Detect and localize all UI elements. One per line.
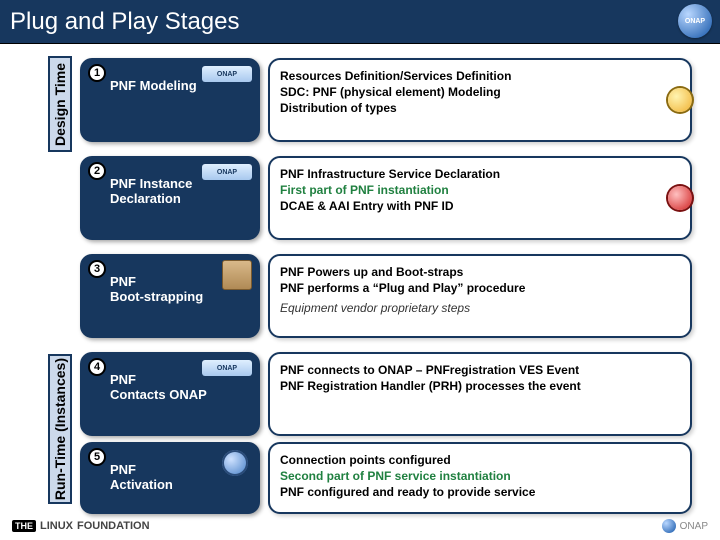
- title-bar: Plug and Play Stages ONAP: [0, 0, 720, 44]
- stage-number: 4: [88, 358, 106, 376]
- stage-desc-4: PNF connects to ONAP – PNFregistration V…: [268, 352, 692, 436]
- main-content: Design Time Run-Time (Instances) 1 ONAP …: [0, 44, 720, 512]
- status-red-icon: [668, 186, 692, 210]
- footer-left-logo: THE LINUX FOUNDATION: [12, 520, 150, 532]
- onap-mini-logo-icon: ONAP: [202, 360, 252, 376]
- footer: THE LINUX FOUNDATION ONAP: [0, 512, 720, 540]
- stage-desc-2: PNF Infrastructure Service Declaration F…: [268, 156, 692, 240]
- gear-icon: [222, 450, 248, 476]
- onap-mini-logo-icon: ONAP: [202, 66, 252, 82]
- stage-desc-1: Resources Definition/Services Definition…: [268, 58, 692, 142]
- stage-row: 2 ONAP PNF Instance Declaration PNF Infr…: [80, 156, 692, 240]
- stage-row: 1 ONAP PNF Modeling Resources Definition…: [80, 58, 692, 142]
- onap-dot-icon: [662, 519, 676, 533]
- stage-number: 2: [88, 162, 106, 180]
- stage-number: 1: [88, 64, 106, 82]
- stage-card-4: 4 ONAP PNF Contacts ONAP: [80, 352, 260, 436]
- stage-row: 3 PNF Boot-strapping PNF Powers up and B…: [80, 254, 692, 338]
- stage-card-2: 2 ONAP PNF Instance Declaration: [80, 156, 260, 240]
- stage-row: 4 ONAP PNF Contacts ONAP PNF connects to…: [80, 352, 692, 436]
- stage-card-1: 1 ONAP PNF Modeling: [80, 58, 260, 142]
- stage-desc-5: Connection points configured Second part…: [268, 442, 692, 514]
- stage-card-3: 3 PNF Boot-strapping: [80, 254, 260, 338]
- run-time-label: Run-Time (Instances): [48, 354, 72, 504]
- stage-title: Activation: [110, 477, 250, 492]
- footer-right-logo: ONAP: [662, 519, 708, 533]
- stage-desc-3: PNF Powers up and Boot-straps PNF perfor…: [268, 254, 692, 338]
- onap-logo-icon: ONAP: [678, 4, 712, 38]
- design-time-label: Design Time: [48, 56, 72, 152]
- status-yellow-icon: [668, 88, 692, 112]
- package-box-icon: [222, 260, 252, 290]
- stage-title: Boot-strapping: [110, 289, 250, 304]
- stage-number: 5: [88, 448, 106, 466]
- page-title: Plug and Play Stages: [10, 8, 240, 36]
- onap-mini-logo-icon: ONAP: [202, 164, 252, 180]
- stage-number: 3: [88, 260, 106, 278]
- stage-title: Declaration: [110, 191, 250, 206]
- stage-card-5: 5 PNF Activation: [80, 442, 260, 514]
- stage-title: Contacts ONAP: [110, 387, 250, 402]
- stage-row: 5 PNF Activation Connection points confi…: [80, 442, 692, 514]
